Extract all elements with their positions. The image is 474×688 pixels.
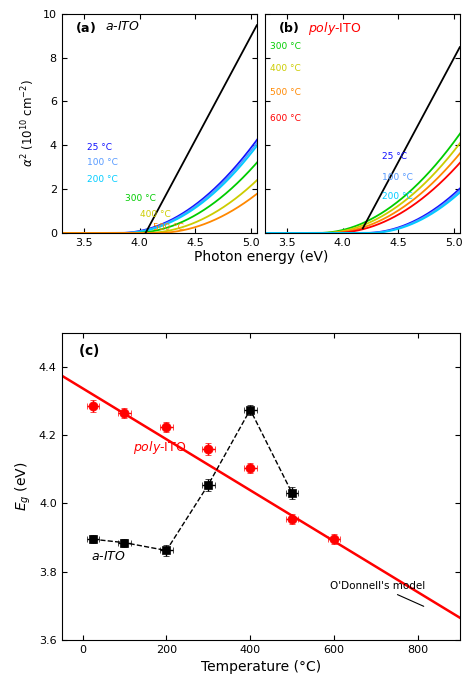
Text: 300 °C: 300 °C: [125, 195, 156, 204]
Text: $a$-ITO: $a$-ITO: [91, 550, 126, 563]
Text: $\bf{(a)}$: $\bf{(a)}$: [75, 21, 96, 35]
Text: $a$-ITO: $a$-ITO: [105, 21, 139, 33]
Text: 400 °C: 400 °C: [140, 210, 171, 219]
Text: $\mathit{poly}$-ITO: $\mathit{poly}$-ITO: [133, 438, 186, 455]
Text: 100 °C: 100 °C: [87, 158, 118, 167]
Text: 400 °C: 400 °C: [270, 64, 301, 73]
Text: $\bf{(b)}$: $\bf{(b)}$: [278, 21, 300, 35]
Y-axis label: $\alpha^2$ (10$^{10}$ cm$^{-2}$): $\alpha^2$ (10$^{10}$ cm$^{-2}$): [19, 79, 37, 167]
Text: 200 °C: 200 °C: [87, 175, 118, 184]
Text: $\mathit{poly}$-ITO: $\mathit{poly}$-ITO: [308, 21, 361, 37]
Text: $\bf{(c)}$: $\bf{(c)}$: [78, 342, 99, 359]
X-axis label: Temperature (°C): Temperature (°C): [201, 660, 321, 674]
Text: 500 °C: 500 °C: [270, 88, 301, 97]
Text: O'Donnell's model: O'Donnell's model: [330, 581, 425, 606]
Text: 25 °C: 25 °C: [87, 143, 112, 152]
Text: 600 °C: 600 °C: [270, 114, 301, 123]
Text: 25 °C: 25 °C: [382, 152, 407, 161]
Text: Photon energy (eV): Photon energy (eV): [193, 250, 328, 264]
Text: 300 °C: 300 °C: [270, 42, 301, 51]
Text: 200 °C: 200 °C: [382, 193, 412, 202]
Text: 500 °C: 500 °C: [153, 223, 184, 232]
Text: 100 °C: 100 °C: [382, 173, 412, 182]
Y-axis label: $E_g$ (eV): $E_g$ (eV): [14, 462, 33, 511]
